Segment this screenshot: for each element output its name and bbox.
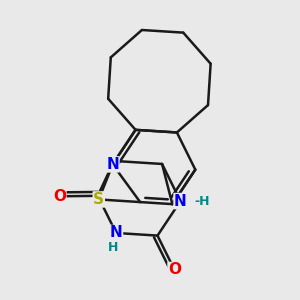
- Text: N: N: [106, 157, 119, 172]
- Text: H: H: [108, 242, 118, 254]
- Text: -H: -H: [194, 195, 209, 208]
- Text: S: S: [93, 192, 104, 207]
- Text: O: O: [168, 262, 181, 278]
- Text: O: O: [53, 189, 66, 204]
- Text: N: N: [110, 226, 122, 241]
- Text: N: N: [174, 194, 187, 208]
